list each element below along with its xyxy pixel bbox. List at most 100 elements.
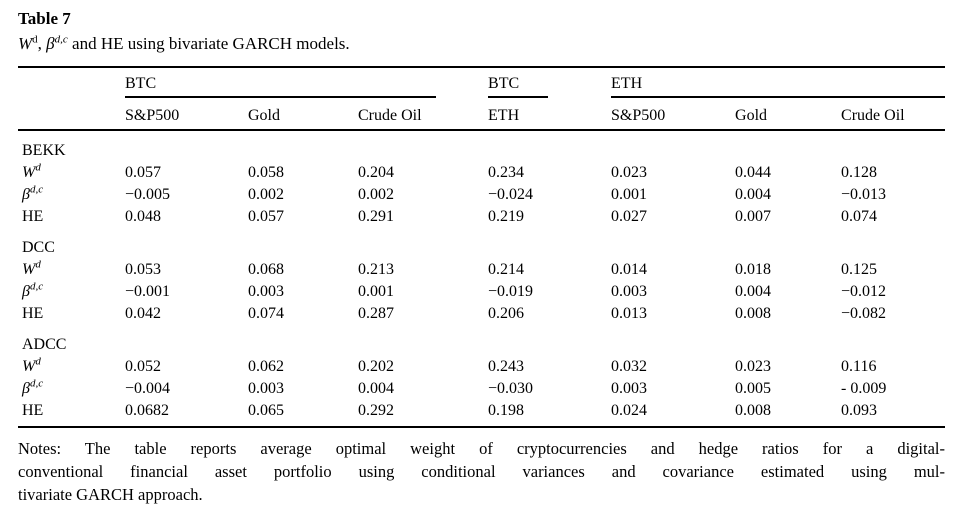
value-cell: −0.013 <box>841 186 887 203</box>
value-cell: 0.014 <box>611 261 648 278</box>
note-line: conventional financial asset portfolio u… <box>18 462 945 481</box>
value-cell: 0.004 <box>735 186 772 203</box>
caption-separator: , <box>37 34 47 53</box>
data-table: BTC BTC ETH S&P500 Gold Crude Oil ETH S <box>18 66 946 428</box>
group-underline <box>611 96 946 98</box>
value-cell: 0.062 <box>248 358 284 375</box>
empty-corner-cell <box>18 67 125 98</box>
column-group-label: BTC <box>488 75 520 92</box>
value-cell: 0.243 <box>488 358 525 375</box>
value-cell: 0.001 <box>611 186 648 203</box>
model-section-label: BEKK <box>22 142 66 159</box>
column-group-eth-conventional: ETH <box>611 67 946 98</box>
row-label-he: HE <box>18 303 125 325</box>
table-row: Wd 0.052 0.062 0.202 0.243 0.032 0.023 0… <box>18 356 945 378</box>
value-cell: 0.004 <box>358 380 394 397</box>
value-cell: −0.005 <box>125 186 171 203</box>
value-cell: 0.001 <box>358 283 394 300</box>
caption-w-superscript: d <box>32 33 38 46</box>
value-cell: 0.206 <box>488 305 525 322</box>
value-cell: 0.202 <box>358 358 394 375</box>
column-header: Crude Oil <box>358 98 489 131</box>
value-cell: 0.003 <box>248 283 284 300</box>
value-cell: 0.003 <box>611 283 648 300</box>
row-label-w: Wd <box>18 356 125 378</box>
column-header-row: S&P500 Gold Crude Oil ETH S&P500 Gold Cr… <box>18 98 946 131</box>
value-cell: 0.116 <box>841 358 877 375</box>
value-cell: 0.008 <box>735 305 772 322</box>
row-label-symbol: HE <box>22 402 44 419</box>
value-cell: 0.003 <box>611 380 648 397</box>
value-cell: 0.128 <box>841 164 878 181</box>
table-row: Wd 0.057 0.058 0.204 0.234 0.023 0.044 0… <box>18 162 945 184</box>
value-cell: 0.057 <box>248 208 284 225</box>
row-label-superscript: d,c <box>29 280 44 293</box>
column-header: ETH <box>488 98 612 131</box>
value-cell: 0.057 <box>125 164 161 181</box>
row-label-symbol: W <box>22 358 36 375</box>
table-row: HE 0.042 0.074 0.287 0.206 0.013 0.008 −… <box>18 303 945 325</box>
value-cell: 0.005 <box>735 380 772 397</box>
caption-beta-superscript: d,c <box>54 33 68 46</box>
column-group-btc-conventional: BTC <box>125 67 488 98</box>
value-cell: 0.023 <box>611 164 648 181</box>
table-caption: Wd, βd,c and HE using bivariate GARCH mo… <box>18 31 945 56</box>
value-cell: 0.0682 <box>125 402 169 419</box>
column-header: S&P500 <box>125 98 248 131</box>
row-label-symbol: W <box>22 164 36 181</box>
value-cell: −0.030 <box>488 380 534 397</box>
value-cell: 0.002 <box>248 186 284 203</box>
table-row: HE 0.048 0.057 0.291 0.219 0.027 0.007 0… <box>18 206 945 228</box>
value-cell: −0.012 <box>841 283 887 300</box>
value-cell: 0.068 <box>248 261 284 278</box>
caption-text: and HE using bivariate GARCH models. <box>67 34 350 53</box>
row-label-symbol: W <box>22 261 36 278</box>
note-line: Notes: The table reports average optimal… <box>18 439 945 458</box>
column-group-row: BTC BTC ETH <box>18 67 946 98</box>
column-header: Gold <box>248 98 358 131</box>
value-cell: 0.213 <box>358 261 394 278</box>
table-row: βd,c −0.001 0.003 0.001 −0.019 0.003 0.0… <box>18 281 945 303</box>
value-cell: 0.065 <box>248 402 284 419</box>
table-row: βd,c −0.005 0.002 0.002 −0.024 0.001 0.0… <box>18 184 945 206</box>
value-cell: 0.008 <box>735 402 772 419</box>
column-group-btc-eth: BTC <box>488 67 611 98</box>
table-row: HE 0.0682 0.065 0.292 0.198 0.024 0.008 … <box>18 400 945 427</box>
value-cell: 0.032 <box>611 358 648 375</box>
row-label-symbol: β <box>22 380 30 397</box>
value-cell: 0.003 <box>248 380 284 397</box>
row-label-symbol: HE <box>22 208 44 225</box>
value-cell: 0.053 <box>125 261 161 278</box>
model-section-label: ADCC <box>22 336 67 353</box>
value-cell: 0.024 <box>611 402 648 419</box>
table-title: Table 7 <box>18 9 71 28</box>
value-cell: 0.074 <box>841 208 878 225</box>
row-label-he: HE <box>18 206 125 228</box>
value-cell: 0.002 <box>358 186 394 203</box>
row-label-symbol: β <box>22 283 30 300</box>
row-label-superscript: d <box>35 161 41 174</box>
value-cell: 0.292 <box>358 402 394 419</box>
caption-w-symbol: W <box>18 34 33 53</box>
column-group-label: ETH <box>611 75 643 92</box>
row-label-beta: βd,c <box>18 184 125 206</box>
row-label-beta: βd,c <box>18 378 125 400</box>
value-cell: 0.048 <box>125 208 161 225</box>
model-section-label: DCC <box>22 239 55 256</box>
value-cell: - 0.009 <box>841 380 887 397</box>
value-cell: −0.024 <box>488 186 534 203</box>
group-underline <box>488 96 549 98</box>
model-section-row: ADCC <box>18 325 945 356</box>
value-cell: 0.042 <box>125 305 161 322</box>
value-cell: 0.214 <box>488 261 525 278</box>
row-label-he: HE <box>18 400 125 427</box>
note-line: tivariate GARCH approach. <box>18 485 203 504</box>
table-row: βd,c −0.004 0.003 0.004 −0.030 0.003 0.0… <box>18 378 945 400</box>
column-header: Gold <box>735 98 842 131</box>
value-cell: 0.125 <box>841 261 878 278</box>
value-cell: 0.093 <box>841 402 878 419</box>
empty-corner-cell <box>18 98 125 131</box>
value-cell: 0.291 <box>358 208 394 225</box>
value-cell: 0.007 <box>735 208 772 225</box>
